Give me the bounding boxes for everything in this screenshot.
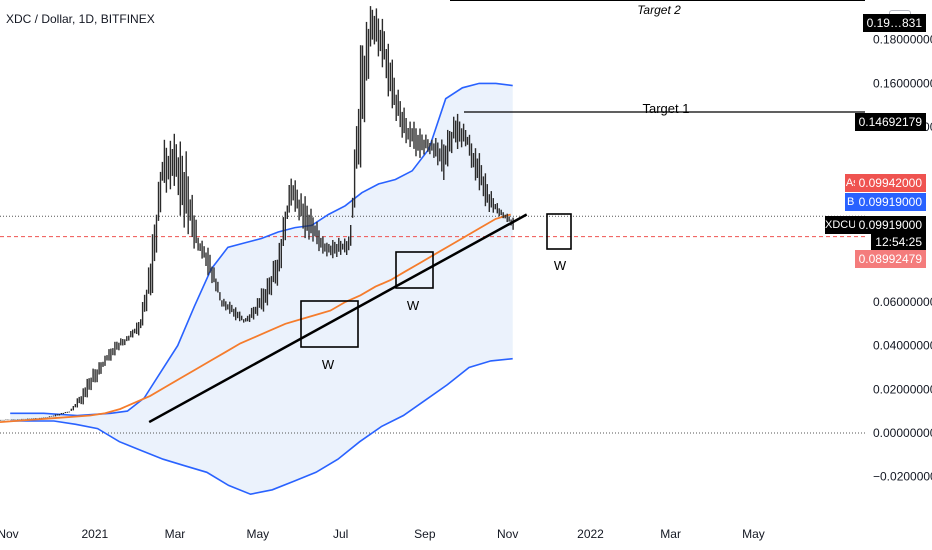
symbol-title: XDC / Dollar, 1D, BITFINEX (6, 12, 155, 26)
support-trendline (148, 213, 528, 424)
countdown-label: 12:54:25 (871, 233, 926, 251)
x-tick-label: May (742, 527, 765, 541)
target2-price-label: 0.19…831 (862, 14, 926, 32)
x-tick-label: Jul (333, 527, 348, 541)
y-tick-label: 0.16000000 (873, 76, 932, 90)
x-tick-label: Nov (0, 527, 19, 541)
moving-average-line (0, 213, 511, 423)
plot-area: Target 2 Target 1 W W W (0, 0, 865, 496)
target2-label: Target 2 (637, 3, 681, 17)
target1-price-label: 0.14692179 (854, 113, 926, 131)
x-tick-label: Sep (414, 527, 436, 541)
x-tick-label: Mar (165, 527, 186, 541)
ask-price-label: 0.09942000 (854, 174, 926, 192)
w-pattern-box (395, 251, 434, 289)
price-axis[interactable]: 0.200000000.180000000.160000000.14000000… (873, 0, 932, 484)
y-tick-label: 0.02000000 (873, 382, 932, 396)
bollinger-lower-band (10, 357, 513, 496)
x-tick-label: 2021 (81, 527, 108, 541)
y-tick-label: 0.00000000 (873, 426, 932, 440)
x-tick-label: May (246, 527, 269, 541)
y-tick-label: −0.02000000 (873, 470, 932, 484)
dashed-level-label: 0.08992479 (854, 250, 926, 268)
last-price-label: 0.09919000 (854, 216, 926, 234)
y-tick-label: 0.04000000 (873, 339, 932, 353)
w-pattern-label: W (407, 298, 420, 313)
y-tick-label: 0.06000000 (873, 295, 932, 309)
w-pattern-box (300, 300, 359, 348)
x-tick-label: 2022 (577, 527, 604, 541)
bid-price-label: 0.09919000 (854, 193, 926, 211)
target1-label: Target 1 (643, 101, 690, 116)
w-pattern-box (546, 213, 572, 250)
w-pattern-label: W (322, 357, 335, 372)
w-pattern-label: W (554, 258, 567, 273)
x-tick-label: Nov (497, 527, 518, 541)
time-axis[interactable]: Nov 2021 Mar May Jul Sep Nov 2022 Mar May (0, 527, 765, 541)
x-tick-label: Mar (660, 527, 681, 541)
y-tick-label: 0.18000000 (873, 33, 932, 47)
